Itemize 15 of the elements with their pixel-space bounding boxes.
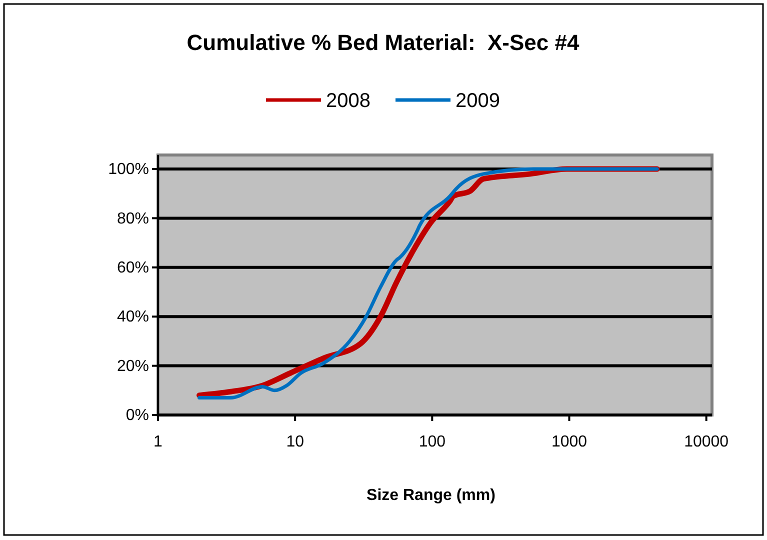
- y-tick-label: 20%: [116, 358, 149, 375]
- x-tick-label: 100: [418, 433, 446, 450]
- y-tick-label: 80%: [116, 210, 149, 228]
- y-tick-label: 0%: [126, 407, 149, 424]
- y-tick-label: 100%: [108, 161, 149, 178]
- y-tick-label: 40%: [116, 308, 149, 326]
- x-tick-label: 1000: [551, 433, 588, 450]
- x-tick-label: 10: [286, 433, 304, 450]
- chart-title: Cumulative % Bed Material: X-Sec #4: [186, 30, 580, 55]
- y-tick-label: 60%: [116, 260, 149, 277]
- legend-label: 2008: [326, 90, 370, 112]
- legend-label: 2009: [456, 90, 500, 112]
- x-axis-title: Size Range (mm): [366, 487, 496, 504]
- x-tick-label: 10000: [684, 433, 729, 450]
- x-tick-label: 1: [154, 433, 163, 450]
